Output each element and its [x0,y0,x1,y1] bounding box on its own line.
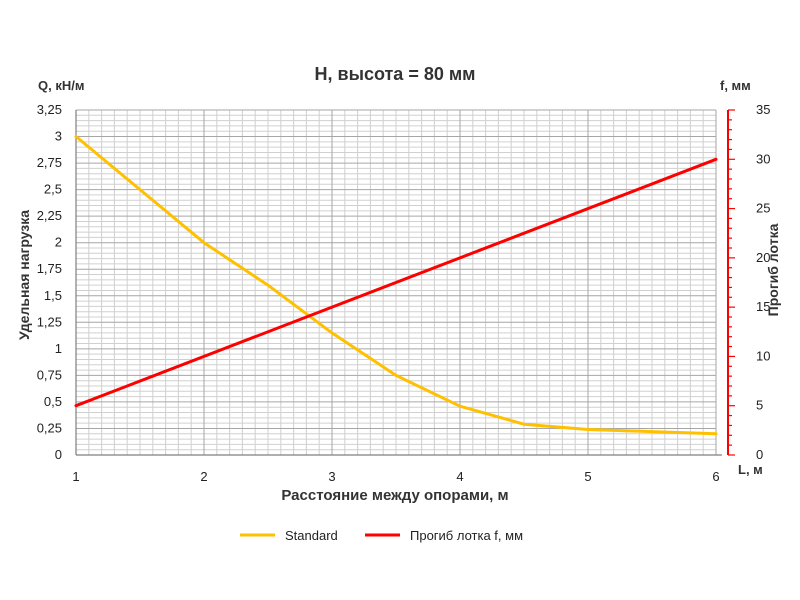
right-tick-label: 10 [756,348,770,363]
grid [76,109,717,455]
legend: Standard Прогиб лотка f, мм [240,528,523,543]
x-tick-label: 2 [200,469,207,484]
right-axis-label: Прогиб лотка [765,223,781,316]
right-tick-label: 35 [756,102,770,117]
left-tick-label: 3,25 [37,102,62,117]
left-tick-label: 3 [55,129,62,144]
x-tick-label: 4 [456,469,463,484]
right-tick-label: 5 [756,398,763,413]
left-axis-label: Удельная нагрузка [16,210,32,340]
left-tick-label: 0,5 [44,394,62,409]
axes [75,109,735,456]
x-tick-label: 1 [72,469,79,484]
left-tick-label: 2 [55,235,62,250]
x-tick-label: 3 [328,469,335,484]
chart-title: H, высота = 80 мм [315,64,476,84]
series-line-deflection [74,157,718,408]
right-tick-label: 15 [756,299,770,314]
right-tick-label: 30 [756,151,770,166]
left-tick-label: 0,25 [37,420,62,435]
right-tick-label: 0 [756,447,763,462]
x-tick-label: 6 [712,469,719,484]
series-group [74,135,718,436]
right-axis-unit: f, мм [720,78,751,93]
right-tick-label: 20 [756,250,770,265]
x-tick-label: 5 [584,469,591,484]
legend-label-standard: Standard [285,528,338,543]
left-tick-label: 2,25 [37,208,62,223]
x-axis-label: Расстояние между опорами, м [281,487,508,504]
left-tick-label: 1,75 [37,261,62,276]
left-tick-label: 1,25 [37,314,62,329]
x-axis-unit: L, м [738,462,763,477]
legend-label-deflection: Прогиб лотка f, мм [410,528,523,543]
left-tick-label: 2,75 [37,155,62,170]
left-tick-label: 1 [55,341,62,356]
left-axis-unit: Q, кН/м [38,78,84,93]
left-tick-label: 0,75 [37,367,62,382]
left-tick-label: 0 [55,447,62,462]
left-tick-label: 1,5 [44,288,62,303]
series-line-standard [74,135,718,436]
right-tick-label: 25 [756,201,770,216]
tick-labels: 0 0,25 0,5 0,75 1 1,25 1,5 1,75 2 2,25 2,5 2,75 3 3,2… [37,102,771,484]
left-tick-label: 2,5 [44,182,62,197]
